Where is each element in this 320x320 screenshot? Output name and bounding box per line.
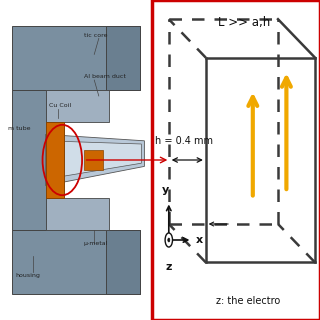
Text: y: y	[162, 185, 169, 195]
Polygon shape	[46, 134, 144, 186]
Text: x: x	[196, 235, 203, 245]
Circle shape	[165, 233, 172, 247]
Text: Cu Coil: Cu Coil	[49, 103, 71, 108]
Polygon shape	[106, 26, 140, 90]
Polygon shape	[46, 90, 109, 122]
Polygon shape	[84, 150, 103, 170]
Text: tic core: tic core	[84, 33, 107, 38]
Text: z: the electro: z: the electro	[216, 296, 280, 306]
Text: z: z	[166, 262, 172, 272]
Text: m tube: m tube	[8, 125, 30, 131]
Polygon shape	[46, 198, 109, 230]
Polygon shape	[106, 230, 140, 294]
Polygon shape	[12, 230, 140, 294]
Circle shape	[168, 238, 170, 242]
Polygon shape	[12, 26, 140, 90]
Text: μ-metal: μ-metal	[84, 241, 108, 246]
Text: housing: housing	[15, 273, 40, 278]
Polygon shape	[46, 122, 64, 198]
Text: L >> a,h: L >> a,h	[218, 16, 270, 29]
Text: Al beam duct: Al beam duct	[84, 74, 125, 79]
Polygon shape	[12, 90, 46, 230]
Text: h = 0.4 mm: h = 0.4 mm	[156, 136, 213, 146]
Polygon shape	[46, 141, 141, 179]
